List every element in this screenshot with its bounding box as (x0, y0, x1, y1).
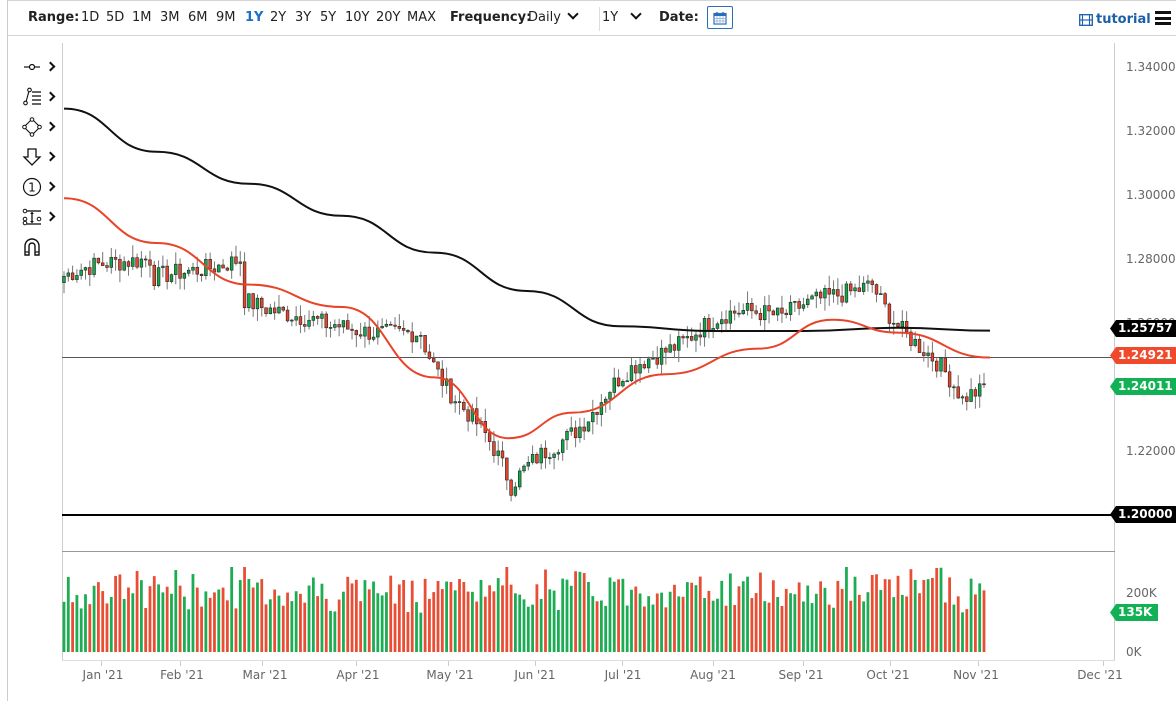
x-tick (262, 661, 263, 666)
volume-tick-label: 200K (1126, 586, 1157, 600)
fast-ma-price-tag: 1.24921 (1110, 347, 1176, 364)
range-9m-button[interactable]: 9M (216, 10, 236, 25)
x-tick-label: Jan '21 (82, 668, 124, 682)
range-20y-button[interactable]: 20Y (376, 10, 401, 25)
x-tick-label: Oct '21 (866, 668, 910, 682)
volume-tick-label: 0K (1126, 645, 1142, 659)
line-tool-icon (24, 63, 40, 71)
x-tick (356, 661, 357, 666)
film-icon (1079, 13, 1093, 26)
shape-tool-icon (22, 117, 42, 137)
x-tick (890, 661, 891, 666)
x-tick (803, 661, 804, 666)
range-6m-button[interactable]: 6M (188, 10, 208, 25)
x-tick (713, 661, 714, 666)
date-label: Date: (659, 10, 699, 25)
calendar-icon (713, 11, 727, 25)
chart-toolbar: Range: 1D 5D 1M 3M 6M 9M 1Y 2Y 3Y 5Y 10Y… (8, 0, 1176, 36)
x-tick-label: Dec '21 (1077, 668, 1123, 682)
arrow-annotation-icon (22, 148, 42, 166)
numbered-marker-button[interactable]: 1 (22, 175, 62, 199)
arrow-annotation-button[interactable] (22, 145, 62, 169)
last-volume-tag: 135K (1110, 604, 1159, 621)
x-tick-label: Apr '21 (336, 668, 380, 682)
frequency-label: Frequency: (450, 10, 532, 25)
tutorial-label: tutorial (1096, 12, 1151, 27)
range-5y-button[interactable]: 5Y (320, 10, 337, 25)
x-tick (978, 661, 979, 666)
frequency-value: Daily (528, 10, 561, 25)
slow-ma-price-tag: 1.25757 (1110, 320, 1176, 337)
date-picker-button[interactable] (707, 6, 733, 29)
x-tick-label: May '21 (426, 668, 474, 682)
x-tick (535, 661, 536, 666)
y-tick-label: 1.22000 (1126, 444, 1176, 458)
range-1y-button[interactable]: 1Y (245, 10, 264, 25)
range-10y-button[interactable]: 10Y (345, 10, 370, 25)
x-tick-label: Aug '21 (690, 668, 736, 682)
fibonacci-tool-button[interactable] (22, 85, 62, 109)
y-tick-label: 1.28000 (1126, 252, 1176, 266)
measure-tool-button[interactable] (22, 205, 62, 229)
y-tick-label: 1.30000 (1126, 188, 1176, 202)
measure-tool-icon (22, 208, 42, 226)
svg-text:1: 1 (28, 181, 36, 195)
x-tick-label: Mar '21 (242, 668, 288, 682)
x-tick-label: Jun '21 (514, 668, 556, 682)
line-tool-button[interactable] (22, 55, 62, 79)
hamburger-menu-icon[interactable] (1155, 11, 1171, 25)
x-tick (622, 661, 623, 666)
range-max-button[interactable]: MAX (407, 10, 437, 25)
range-3y-button[interactable]: 3Y (295, 10, 312, 25)
shape-tool-button[interactable] (22, 115, 62, 139)
period-value: 1Y (602, 10, 619, 25)
tutorial-link[interactable]: tutorial (1079, 12, 1151, 27)
y-tick-label: 1.34000 (1126, 60, 1176, 74)
range-5d-button[interactable]: 5D (106, 10, 125, 25)
support-line-price-tag: 1.20000 (1110, 506, 1176, 523)
range-label: Range: (28, 10, 80, 25)
volume-baseline (62, 660, 1115, 661)
frequency-dropdown[interactable]: Daily (528, 8, 579, 26)
x-tick (1103, 661, 1104, 666)
magnet-button[interactable] (22, 235, 62, 259)
fibonacci-tool-icon (23, 87, 41, 106)
x-tick-label: Sep '21 (778, 668, 824, 682)
toolbar-separator (599, 7, 600, 31)
x-tick (180, 661, 181, 666)
y-tick-label: 1.32000 (1126, 124, 1176, 138)
range-3m-button[interactable]: 3M (160, 10, 180, 25)
x-tick (448, 661, 449, 666)
x-tick-label: Nov '21 (953, 668, 999, 682)
magnet-icon (24, 238, 40, 256)
range-2y-button[interactable]: 2Y (270, 10, 287, 25)
last-price-tag: 1.24011 (1110, 378, 1176, 395)
period-dropdown[interactable]: 1Y (602, 8, 642, 26)
x-tick (101, 661, 102, 666)
range-1d-button[interactable]: 1D (81, 10, 100, 25)
page-left-border (7, 0, 8, 701)
range-1m-button[interactable]: 1M (132, 10, 152, 25)
x-tick-label: Jul '21 (604, 668, 642, 682)
numbered-marker-icon: 1 (22, 177, 42, 197)
price-volume-divider (62, 551, 1115, 552)
x-tick-label: Feb '21 (160, 668, 204, 682)
